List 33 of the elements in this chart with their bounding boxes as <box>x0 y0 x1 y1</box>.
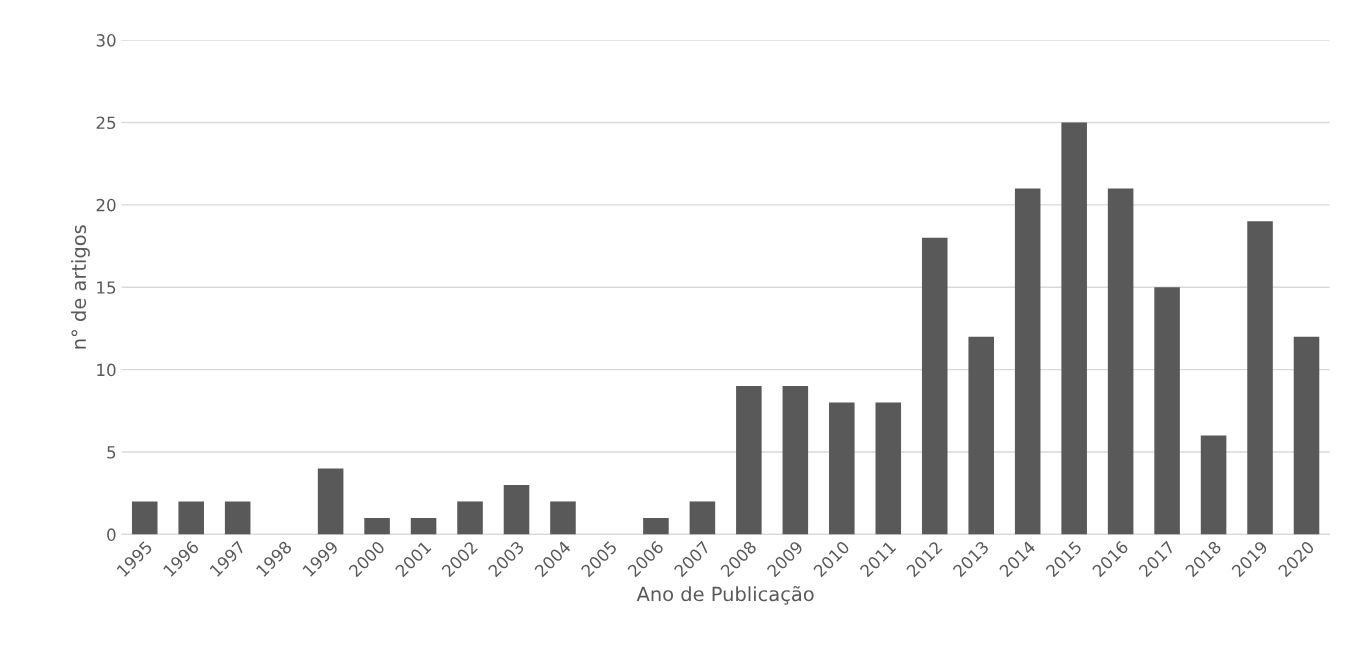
x-axis-title: Ano de Publicação <box>636 585 814 605</box>
bar <box>317 468 344 535</box>
bar <box>457 501 483 535</box>
bar <box>1247 221 1273 535</box>
bar <box>921 237 948 535</box>
y-tick-label: 15 <box>97 281 116 294</box>
y-tick-label: 25 <box>96 116 116 130</box>
y-tick-label: 20 <box>96 198 116 212</box>
bar <box>503 484 530 535</box>
y-axis-title: n° de artigos <box>71 225 90 349</box>
bar <box>829 402 855 535</box>
bar <box>875 402 902 535</box>
bar <box>364 517 390 535</box>
bar <box>550 501 576 535</box>
bar <box>131 501 158 535</box>
bar <box>643 517 669 535</box>
bar <box>689 501 716 535</box>
y-tick-label: 10 <box>97 363 116 377</box>
bar <box>224 501 251 535</box>
bar <box>782 386 809 535</box>
bar <box>1293 336 1320 535</box>
bar <box>1061 122 1087 535</box>
bar <box>1014 188 1041 535</box>
bar <box>410 517 437 535</box>
bar <box>968 336 994 535</box>
bar <box>736 386 762 535</box>
y-tick-label: 0 <box>107 528 116 541</box>
y-tick-label: 5 <box>107 446 116 459</box>
bar <box>1107 188 1134 535</box>
y-tick-label: 30 <box>96 34 116 47</box>
bar <box>1200 435 1227 535</box>
bar <box>178 501 204 535</box>
bar <box>1154 287 1180 535</box>
